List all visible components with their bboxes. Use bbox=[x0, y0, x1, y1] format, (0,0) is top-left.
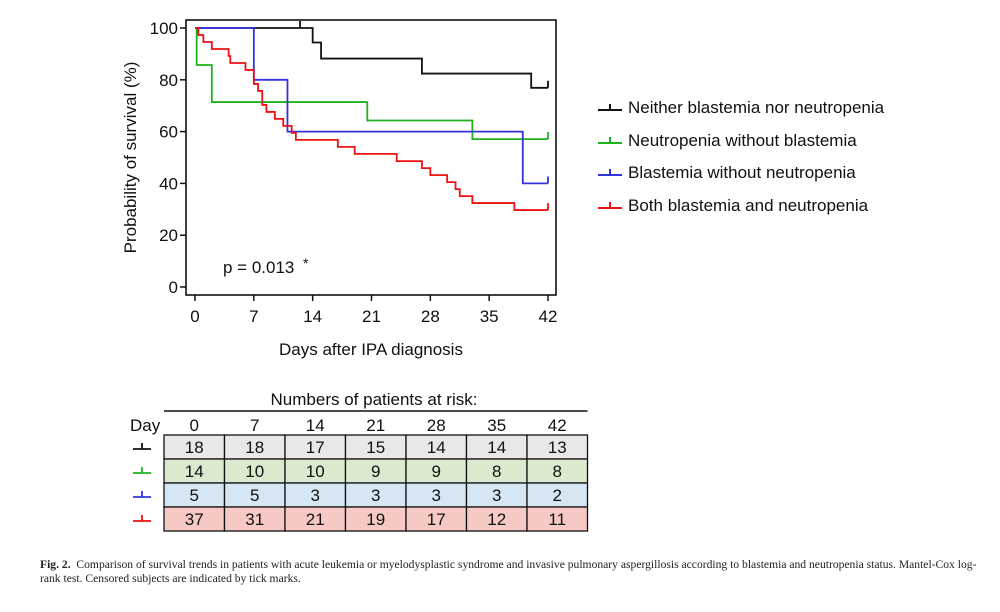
risk-cell-value: 3 bbox=[371, 486, 380, 505]
legend-swatch-icon bbox=[598, 201, 622, 209]
legend-swatch-icon bbox=[598, 169, 622, 177]
risk-cell-value: 3 bbox=[432, 486, 441, 505]
risk-cell-value: 5 bbox=[190, 486, 199, 505]
risk-cell bbox=[284, 482, 347, 508]
risk-day-header: 14 bbox=[306, 416, 325, 435]
risk-cell-value: 17 bbox=[306, 438, 325, 457]
legend-label: Neutropenia without blastemia bbox=[628, 130, 857, 150]
risk-cell-value: 18 bbox=[245, 438, 264, 457]
risk-cell bbox=[284, 506, 347, 532]
axes: 0 7 14 21 28 35 42 0 20 40 60 80 100 Days after IPA d… bbox=[121, 19, 557, 359]
figure-caption: Fig. 2. Comparison of survival trends in… bbox=[40, 558, 980, 586]
y-tick-label: 40 bbox=[159, 174, 178, 193]
risk-cell bbox=[465, 434, 528, 460]
x-tick-label: 42 bbox=[539, 307, 558, 326]
survival-curve bbox=[195, 27, 548, 141]
risk-cell-value: 9 bbox=[371, 462, 380, 481]
risk-cell bbox=[344, 458, 407, 484]
legend-swatch-icon bbox=[598, 136, 622, 144]
risk-cell bbox=[405, 482, 468, 508]
risk-cell-value: 17 bbox=[427, 510, 446, 529]
risk-cell-value: 10 bbox=[245, 462, 264, 481]
caption-text: Comparison of survival trends in patient… bbox=[40, 558, 977, 585]
x-tick-label: 28 bbox=[421, 307, 440, 326]
risk-cell bbox=[405, 506, 468, 532]
risk-cell-value: 37 bbox=[185, 510, 204, 529]
legend-label: Neither blastemia nor neutropenia bbox=[628, 98, 885, 118]
risk-cell bbox=[344, 482, 407, 508]
risk-cell-value: 10 bbox=[306, 462, 325, 481]
legend-item: Both blastemia and neutropenia bbox=[598, 190, 884, 223]
p-value-annotation: p = 0.013 bbox=[223, 258, 294, 277]
risk-cell-value: 3 bbox=[311, 486, 320, 505]
x-tick-label: 14 bbox=[303, 307, 322, 326]
risk-cell-value: 14 bbox=[185, 462, 204, 481]
risk-cell bbox=[526, 506, 589, 532]
survival-curve bbox=[195, 27, 548, 89]
risk-cell-value: 15 bbox=[366, 438, 385, 457]
y-tick-label: 80 bbox=[159, 71, 178, 90]
risk-day-header: 42 bbox=[548, 416, 567, 435]
risk-cell bbox=[344, 434, 407, 460]
curves bbox=[195, 21, 549, 211]
risk-cell bbox=[465, 506, 528, 532]
risk-table-title: Numbers of patients at risk: bbox=[271, 390, 478, 409]
risk-cell-value: 8 bbox=[553, 462, 562, 481]
caption-label: Fig. 2. bbox=[40, 558, 71, 571]
risk-cell-value: 21 bbox=[306, 510, 325, 529]
plot-frame bbox=[185, 19, 557, 296]
risk-cell-value: 5 bbox=[250, 486, 259, 505]
risk-day-header: 0 bbox=[190, 416, 199, 435]
legend-swatch-icon bbox=[598, 104, 622, 112]
risk-cell-value: 13 bbox=[548, 438, 567, 457]
risk-cell-value: 12 bbox=[487, 510, 506, 529]
risk-cell bbox=[163, 458, 226, 484]
legend-item: Neutropenia without blastemia bbox=[598, 125, 884, 158]
x-tick-label: 0 bbox=[190, 307, 199, 326]
legend-label: Both blastemia and neutropenia bbox=[628, 195, 869, 215]
risk-cell-value: 2 bbox=[553, 486, 562, 505]
risk-cell-value: 9 bbox=[432, 462, 441, 481]
risk-day-header: 28 bbox=[427, 416, 446, 435]
risk-table: Numbers of patients at risk:Day 0 7 14 21 28 3… bbox=[130, 390, 589, 532]
risk-cell bbox=[526, 482, 589, 508]
risk-cell bbox=[344, 506, 407, 532]
y-axis-label: Probability of survival (%) bbox=[121, 62, 140, 254]
y-tick-label: 100 bbox=[150, 19, 178, 38]
legend-item: Neither blastemia nor neutropenia bbox=[598, 92, 884, 125]
risk-cell-value: 3 bbox=[492, 486, 501, 505]
risk-cell-value: 31 bbox=[245, 510, 264, 529]
risk-cell-value: 11 bbox=[548, 510, 566, 529]
legend-label: Blastemia without neutropenia bbox=[628, 163, 856, 183]
risk-cell bbox=[526, 434, 589, 460]
y-tick-label: 60 bbox=[159, 123, 178, 142]
significance-mark: * bbox=[303, 255, 309, 271]
risk-day-header: 35 bbox=[487, 416, 506, 435]
risk-cell bbox=[163, 434, 226, 460]
risk-day-label: Day bbox=[130, 416, 161, 435]
risk-day-header: 21 bbox=[366, 416, 385, 435]
risk-cell bbox=[465, 482, 528, 508]
legend: Neither blastemia nor neutropenia Neutro… bbox=[598, 92, 884, 222]
x-tick-label: 35 bbox=[480, 307, 499, 326]
risk-day-header: 7 bbox=[250, 416, 259, 435]
risk-cell-value: 19 bbox=[366, 510, 385, 529]
x-axis-label: Days after IPA diagnosis bbox=[279, 340, 463, 359]
risk-cell-value: 8 bbox=[492, 462, 501, 481]
risk-cell-value: 18 bbox=[185, 438, 204, 457]
risk-cell-value: 14 bbox=[487, 438, 506, 457]
legend-item: Blastemia without neutropenia bbox=[598, 157, 884, 190]
risk-cell-value: 14 bbox=[427, 438, 446, 457]
risk-cell bbox=[223, 506, 286, 532]
y-tick-label: 0 bbox=[169, 278, 178, 297]
risk-cell bbox=[163, 506, 226, 532]
y-tick-label: 20 bbox=[159, 226, 178, 245]
survival-curve bbox=[195, 27, 548, 185]
x-tick-label: 21 bbox=[362, 307, 381, 326]
survival-curve bbox=[195, 27, 548, 211]
x-tick-label: 7 bbox=[249, 307, 258, 326]
